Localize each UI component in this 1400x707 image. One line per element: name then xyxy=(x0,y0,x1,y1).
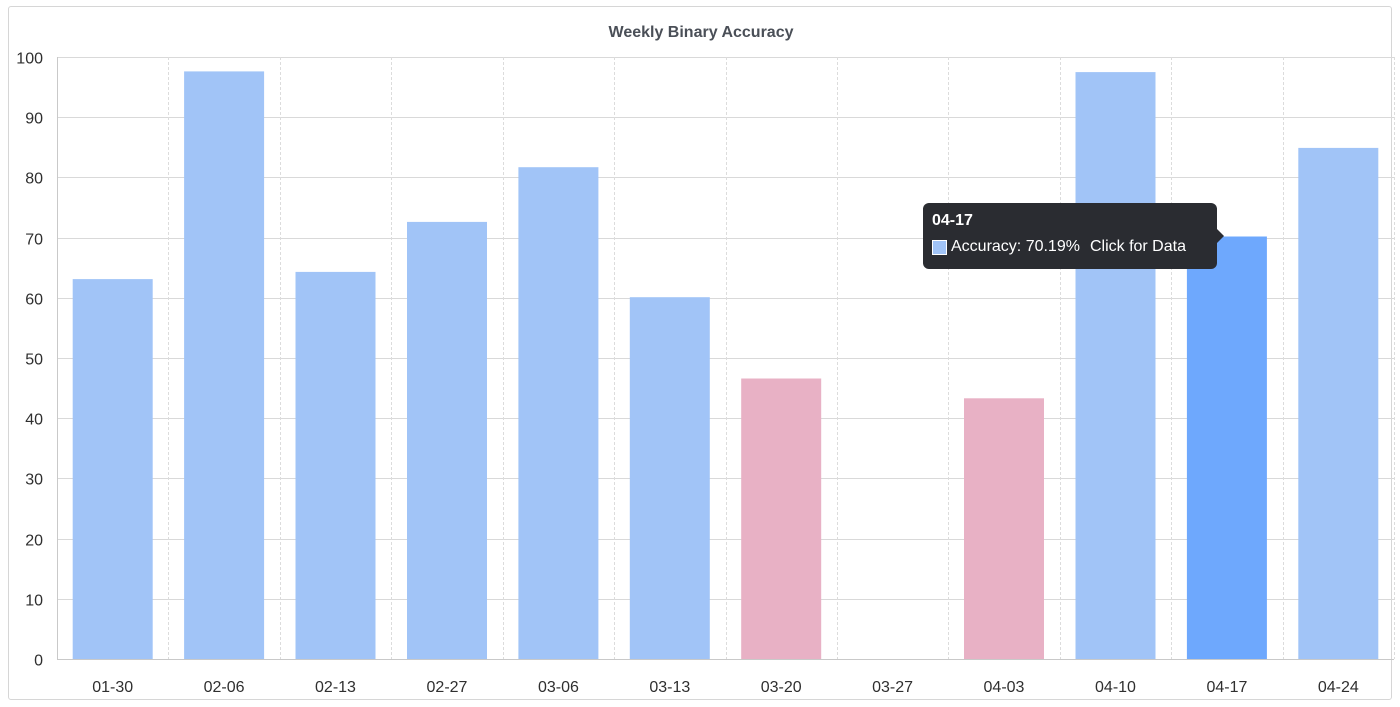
bar-02-13[interactable] xyxy=(295,271,376,659)
x-tick-label: 03-27 xyxy=(872,679,913,696)
tooltip-label: Accuracy: 70.19% xyxy=(951,238,1080,255)
x-tick-label: 04-10 xyxy=(1095,679,1136,696)
x-tick-label: 03-13 xyxy=(649,679,690,696)
tooltip-row: Accuracy: 70.19% Click for Data xyxy=(932,237,1208,257)
x-tick-label: 02-27 xyxy=(427,679,468,696)
bar-04-24[interactable] xyxy=(1298,147,1379,659)
x-tick-label: 02-13 xyxy=(315,679,356,696)
x-tick-label: 03-20 xyxy=(761,679,802,696)
y-tick-label: 10 xyxy=(25,593,43,610)
y-tick-label: 70 xyxy=(25,232,43,249)
y-tick-label: 60 xyxy=(25,292,43,309)
bar-04-10[interactable] xyxy=(1075,72,1156,660)
y-tick-label: 30 xyxy=(25,472,43,489)
y-tick-label: 100 xyxy=(16,51,43,68)
bar-02-06[interactable] xyxy=(184,71,265,659)
x-tick-label: 04-24 xyxy=(1318,679,1359,696)
y-tick-label: 80 xyxy=(25,171,43,188)
axes: 0 10 20 30 40 50 60 70 80 90 100 01-30 02-06 02-13 02-… xyxy=(16,51,1394,696)
y-tick-label: 90 xyxy=(25,111,43,128)
bar-03-20[interactable] xyxy=(741,378,822,660)
bar-tooltip: 04-17 Accuracy: 70.19% Click for Data xyxy=(923,203,1224,269)
bars xyxy=(72,71,1379,660)
x-tick-label: 01-30 xyxy=(92,679,133,696)
chart-title: Weekly Binary Accuracy xyxy=(609,24,794,41)
bar-03-13[interactable] xyxy=(629,297,710,659)
bar-01-30[interactable] xyxy=(72,279,153,659)
y-tick-label: 50 xyxy=(25,352,43,369)
tooltip-click-for-data-link[interactable]: Click for Data xyxy=(1089,238,1186,255)
x-tick-label: 04-03 xyxy=(984,679,1025,696)
tooltip-title: 04-17 xyxy=(932,212,973,229)
bar-04-17[interactable] xyxy=(1186,236,1267,660)
bar-03-06[interactable] xyxy=(518,167,599,659)
y-tick-label: 20 xyxy=(25,533,43,550)
y-tick-label: 40 xyxy=(25,412,43,429)
tooltip-color-swatch xyxy=(932,239,947,255)
x-tick-label: 03-06 xyxy=(538,679,579,696)
y-tick-label: 0 xyxy=(34,653,43,670)
bar-02-27[interactable] xyxy=(407,221,487,659)
x-tick-label: 04-17 xyxy=(1206,679,1247,696)
x-tick-label: 02-06 xyxy=(204,679,245,696)
bar-04-03[interactable] xyxy=(964,398,1044,659)
